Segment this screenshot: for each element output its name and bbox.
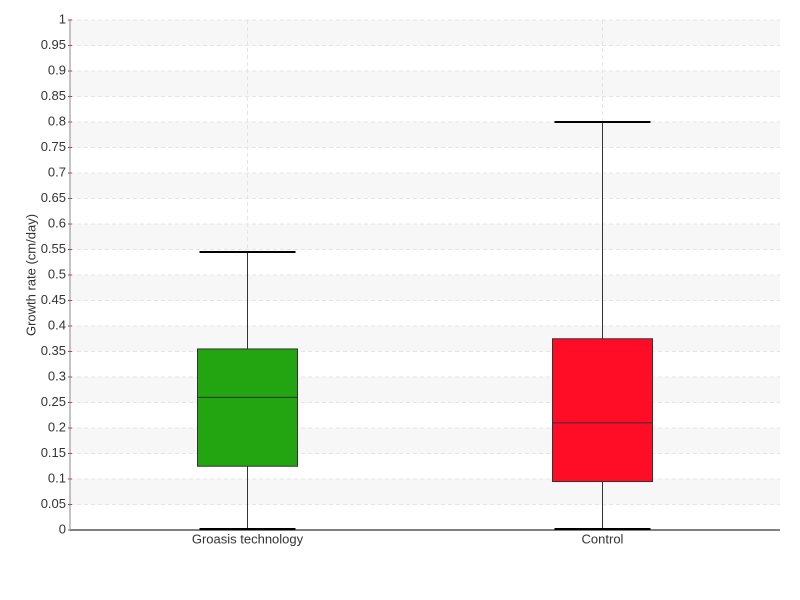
y-tick-label: 0.4 xyxy=(48,317,66,332)
y-tick-label: 0.1 xyxy=(48,470,66,485)
x-tick-label: Groasis technology xyxy=(192,531,304,546)
y-tick-label: 0.7 xyxy=(48,164,66,179)
y-axis-label: Growth rate (cm/day) xyxy=(23,214,38,336)
y-tick-label: 0.95 xyxy=(41,37,66,52)
grid-band xyxy=(70,326,780,352)
y-tick-label: 0.55 xyxy=(41,241,66,256)
y-tick-label: 0.15 xyxy=(41,445,66,460)
y-tick-label: 0.05 xyxy=(41,496,66,511)
y-tick-label: 0.9 xyxy=(48,62,66,77)
y-tick-label: 0.75 xyxy=(41,139,66,154)
grid-band xyxy=(70,428,780,454)
grid-band xyxy=(70,71,780,97)
y-tick-label: 0.65 xyxy=(41,190,66,205)
y-tick-label: 0.3 xyxy=(48,368,66,383)
grid-band xyxy=(70,275,780,301)
x-tick-label: Control xyxy=(582,531,624,546)
y-tick-label: 0.2 xyxy=(48,419,66,434)
grid-band xyxy=(70,377,780,403)
grid-band xyxy=(70,173,780,199)
grid-band xyxy=(70,20,780,46)
grid-band xyxy=(70,224,780,250)
y-tick-label: 0.85 xyxy=(41,88,66,103)
y-tick-label: 0.35 xyxy=(41,343,66,358)
y-tick-label: 0.5 xyxy=(48,266,66,281)
box xyxy=(197,348,298,467)
grid-band xyxy=(70,122,780,148)
y-tick-label: 0.6 xyxy=(48,215,66,230)
y-tick-label: 0 xyxy=(59,521,66,536)
grid-band xyxy=(70,479,780,505)
y-tick-label: 0.45 xyxy=(41,292,66,307)
y-tick-label: 0.25 xyxy=(41,394,66,409)
y-tick-label: 1 xyxy=(59,11,66,26)
y-tick-label: 0.8 xyxy=(48,113,66,128)
box xyxy=(552,338,653,483)
